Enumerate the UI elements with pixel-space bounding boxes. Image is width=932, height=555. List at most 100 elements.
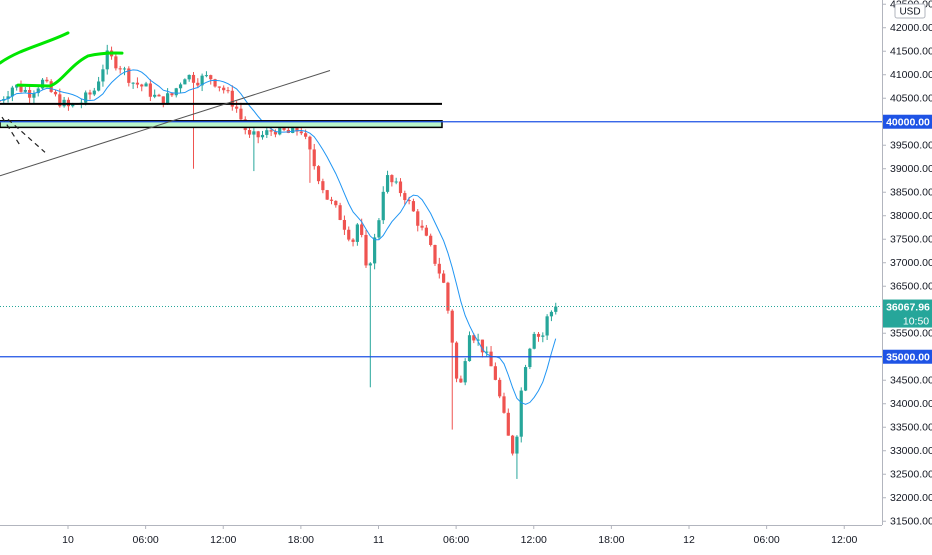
candle-body <box>511 435 515 454</box>
candle-body <box>463 361 467 383</box>
hand-drawn-projection-curve <box>16 51 124 88</box>
candle-body <box>252 131 256 135</box>
candle-body <box>140 84 144 87</box>
candle-body <box>480 339 485 353</box>
price-tick-label: 39500.00 <box>890 140 932 152</box>
candle-body <box>545 316 549 336</box>
candle-body <box>278 124 282 135</box>
level-price-label-box <box>883 114 932 129</box>
price-tick-label: 32000.00 <box>890 492 932 504</box>
candle-body <box>446 282 450 311</box>
currency-label: USD <box>899 7 920 18</box>
support-zone <box>0 120 443 129</box>
candle-body <box>316 166 321 182</box>
price-tick-label: 31500.00 <box>890 516 932 528</box>
candle-body <box>506 412 510 436</box>
candle-body <box>92 90 96 95</box>
candle-body <box>6 96 10 100</box>
candle-body <box>312 149 316 167</box>
candle-body <box>135 82 140 85</box>
candle-body <box>437 263 441 274</box>
candle-body <box>532 333 536 349</box>
candle-body <box>429 235 433 245</box>
level-price-label: 35000.00 <box>886 352 930 364</box>
candle-body <box>235 106 239 109</box>
candle-body <box>127 68 131 83</box>
candle-body <box>291 126 295 133</box>
candle-body <box>58 94 62 107</box>
countdown-label: 10:50 <box>903 316 929 328</box>
candle-body <box>459 378 463 383</box>
candle-body <box>519 390 523 437</box>
candle-body <box>187 74 191 80</box>
candle-body <box>304 133 308 137</box>
candle-body <box>385 175 390 192</box>
candle-body <box>299 131 303 134</box>
candle-body <box>170 93 174 96</box>
candle-body <box>308 136 312 150</box>
candle-body <box>325 190 329 200</box>
candle-body <box>338 205 342 220</box>
candle-body <box>368 263 372 266</box>
candle-body <box>23 89 27 92</box>
price-tick-label: 37500.00 <box>890 234 932 246</box>
candle-body <box>45 79 49 82</box>
candle-body <box>515 436 519 454</box>
price-tick-label: 42000.00 <box>890 22 932 34</box>
hand-drawn-arrow-curve <box>0 31 70 65</box>
time-tick-label: 06:00 <box>132 534 158 546</box>
candle-body <box>10 87 14 97</box>
last-price-box <box>883 299 932 328</box>
candle-body <box>230 90 234 107</box>
candle-body <box>416 211 420 226</box>
price-tick-label: 39000.00 <box>890 163 932 175</box>
candle-body <box>144 83 148 87</box>
candle-body <box>88 92 92 95</box>
time-tick-label: 06:00 <box>443 534 469 546</box>
candle-body <box>485 351 489 353</box>
price-tick-label: 34500.00 <box>890 375 932 387</box>
time-tick-label: 12:00 <box>210 534 236 546</box>
candle-body <box>342 219 347 230</box>
time-axis-background <box>0 525 932 550</box>
drawings <box>0 31 882 358</box>
candle-body <box>148 83 152 97</box>
price-tick-label: 37000.00 <box>890 257 932 269</box>
price-axis-background <box>882 0 932 550</box>
candle-body <box>101 69 105 82</box>
candle-body <box>196 82 200 86</box>
candle-body <box>222 87 226 91</box>
candle-body <box>15 84 19 88</box>
candle-body <box>321 181 325 191</box>
candle-body <box>217 86 221 88</box>
candle-body <box>273 131 278 135</box>
price-tick-label: 41500.00 <box>890 46 932 58</box>
candle-body <box>265 130 269 135</box>
candle-body <box>377 220 381 238</box>
candle-body <box>239 108 243 120</box>
price-tick-label: 36500.00 <box>890 281 932 293</box>
candle-body <box>174 88 178 96</box>
time-tick-label: 12 <box>683 534 695 546</box>
candle-body <box>183 79 187 85</box>
candle-body <box>541 335 545 337</box>
candle-body <box>390 175 394 183</box>
candle-body <box>269 130 273 132</box>
candle-body <box>114 56 118 69</box>
candle-body <box>420 225 424 228</box>
currency-badge <box>894 3 926 19</box>
candle-body <box>360 224 364 235</box>
candle-body <box>71 103 75 107</box>
candle-body <box>200 75 204 86</box>
price-tick-label: 41000.00 <box>890 69 932 81</box>
price-tick-label: 32500.00 <box>890 469 932 481</box>
candle-body <box>161 96 165 104</box>
candle-body <box>213 79 217 87</box>
candle-body <box>536 333 541 337</box>
candle-body <box>0 100 2 102</box>
time-tick-label: 11 <box>373 534 384 546</box>
moving-average-line <box>0 69 557 405</box>
